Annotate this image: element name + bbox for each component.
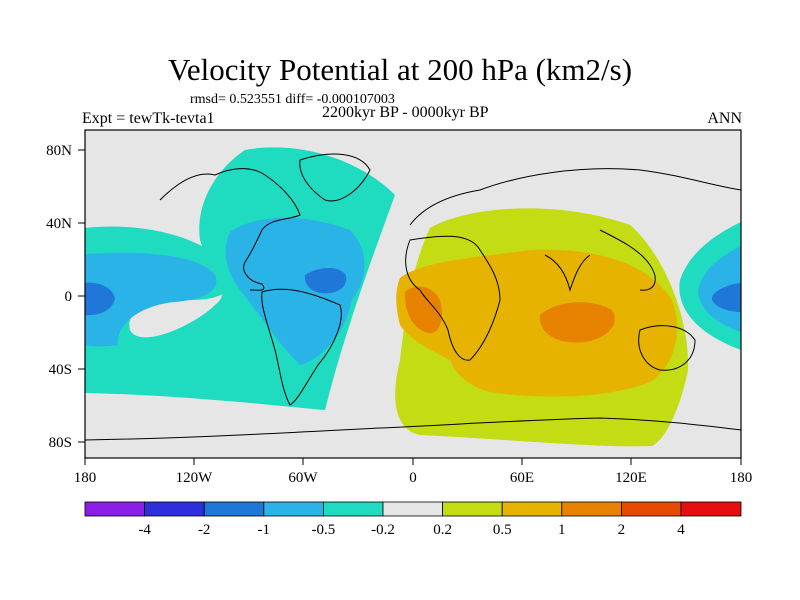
neg-region-inner (85, 217, 365, 365)
colorbar-label: 2 (618, 522, 626, 538)
coastline-antarctica (85, 417, 741, 441)
coastlines (85, 153, 741, 441)
coastline-south-america (261, 288, 342, 406)
colorbar-box (263, 501, 324, 517)
lon-tick-label: 120W (176, 470, 214, 486)
colorbar-box (442, 501, 503, 517)
map-plot-area (85, 130, 741, 458)
lat-tick-label: 80S (49, 435, 72, 451)
colorbar-box (203, 501, 265, 517)
colorbar-box (680, 501, 742, 517)
coastline-north-america (159, 168, 301, 291)
coastline-australia (638, 325, 696, 371)
colorbar-label: -1 (258, 522, 271, 538)
lon-tick-label: 180 (730, 470, 753, 486)
colorbar-box (561, 501, 622, 517)
lon-tick-label: 0 (409, 470, 417, 486)
coastline-greenland (299, 153, 371, 202)
colorbar-label: 0.5 (493, 522, 512, 538)
neg-core-pacific (85, 282, 115, 316)
lon-tick-label: 60E (510, 470, 534, 486)
neg-core-atlantic (304, 267, 347, 294)
lat-tick-label: 0 (65, 289, 73, 305)
colorbar-label: 0.2 (433, 522, 452, 538)
season-label: ANN (707, 110, 742, 127)
colorbar-label: -2 (198, 522, 211, 538)
coastline-europe-asia (409, 168, 741, 291)
coastline-india (544, 254, 591, 292)
lon-tick-label: 60W (288, 470, 318, 486)
colorbar: -4 -2 -1 -0.5 -0.2 0.2 0.5 1 2 4 (84, 501, 742, 538)
neg-core-east (711, 283, 741, 312)
lat-tick-label: 80N (46, 143, 72, 159)
colorbar-box (501, 501, 563, 517)
colorbar-box (382, 501, 443, 517)
colorbar-label: -0.2 (371, 522, 395, 538)
pos-core-indian-ocean (539, 302, 615, 343)
colorbar-box (621, 501, 682, 517)
colorbar-label: 4 (677, 522, 685, 538)
colorbar-label: 1 (558, 522, 566, 538)
coastline-africa (405, 235, 501, 361)
pos-core-africa (404, 286, 442, 334)
stats-line: rmsd= 0.523551 diff= -0.000107003 (190, 92, 395, 107)
period-label: 2200kyr BP - 0000kyr BP (322, 104, 489, 121)
colorbar-box (144, 501, 205, 517)
lat-axis: 80N 40N 0 40S 80S (46, 143, 85, 451)
lon-axis: 180 120W 60W 0 60E 120E 180 (74, 458, 753, 486)
experiment-label: Expt = tewTk-tevta1 (82, 110, 215, 127)
colorbar-box (84, 501, 145, 517)
colorbar-box (322, 501, 384, 517)
lat-tick-label: 40N (46, 216, 72, 232)
map-title: Velocity Potential at 200 hPa (km2/s) (167, 52, 633, 87)
colorbar-label: -4 (138, 522, 151, 538)
lon-tick-label: 180 (74, 470, 97, 486)
lon-tick-label: 120E (615, 470, 647, 486)
lat-tick-label: 40S (49, 362, 72, 378)
colorbar-label: -0.5 (312, 522, 336, 538)
